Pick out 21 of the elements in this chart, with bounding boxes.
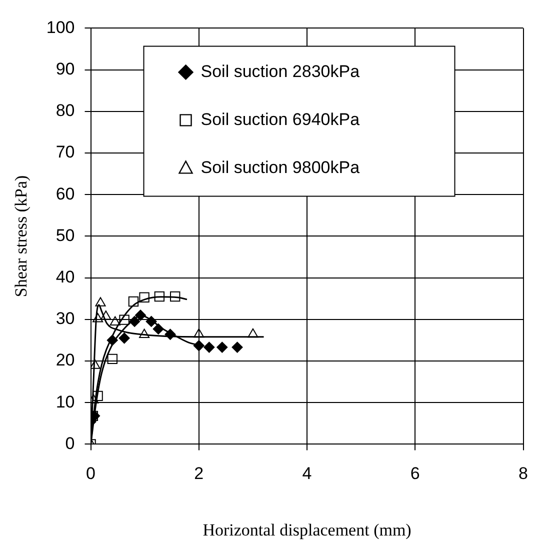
x-tick-label: 4: [302, 464, 312, 484]
x-tick-label: 0: [86, 464, 96, 484]
y-tick-label: 0: [65, 434, 75, 453]
legend-label: Soil suction 6940kPa: [200, 110, 360, 129]
x-tick-label: 8: [518, 464, 528, 484]
y-tick-label: 20: [56, 350, 75, 370]
y-axis-title: Shear stress (kPa): [12, 175, 31, 298]
y-tick-label: 10: [56, 392, 75, 412]
y-tick-label: 30: [56, 309, 75, 328]
y-tick-label: 60: [56, 184, 75, 204]
legend-label: Soil suction 9800kPa: [200, 158, 360, 177]
x-axis-title: Horizontal displacement (mm): [202, 520, 412, 540]
legend-label: Soil suction 2830kPa: [200, 62, 360, 81]
x-tick-label: 2: [194, 464, 204, 484]
y-tick-label: 100: [46, 18, 75, 37]
x-tick-label: 6: [410, 464, 420, 484]
y-tick-label: 50: [56, 226, 75, 245]
y-tick-label: 40: [56, 267, 75, 286]
y-tick-label: 70: [56, 142, 75, 162]
y-tick-label: 80: [56, 101, 75, 120]
y-tick-label: 90: [56, 59, 75, 78]
